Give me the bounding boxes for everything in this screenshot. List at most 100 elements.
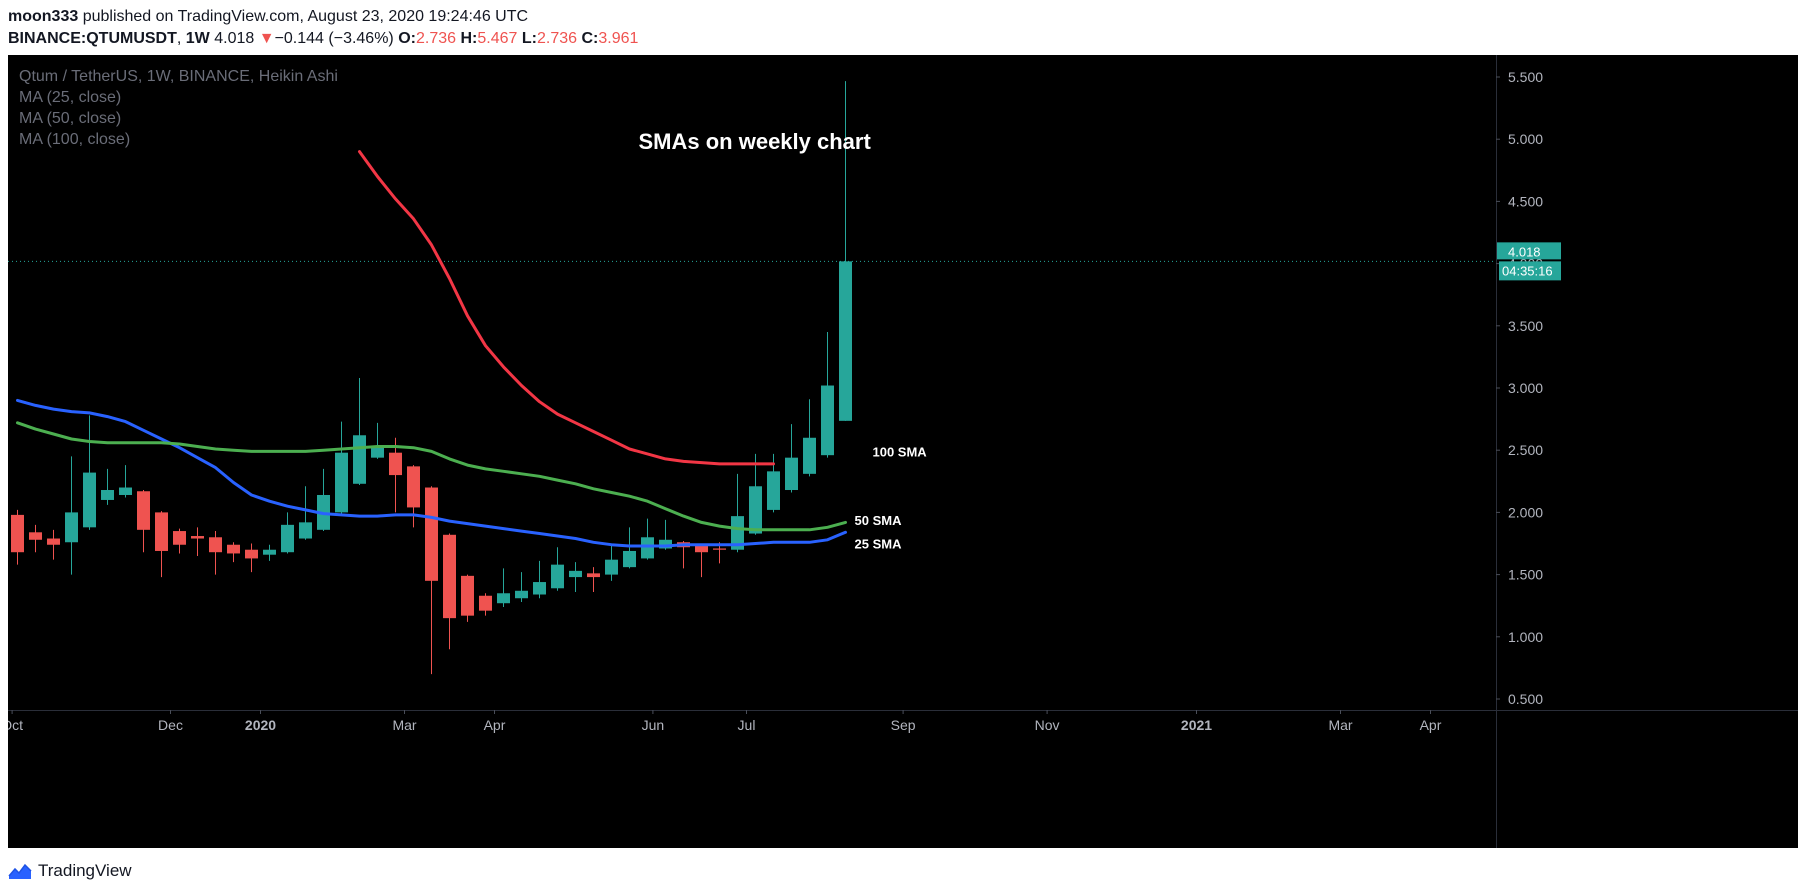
legend-ma-100[interactable]: MA (100, close) bbox=[19, 131, 130, 148]
candle[interactable] bbox=[605, 545, 618, 581]
candle[interactable] bbox=[803, 399, 816, 477]
candle[interactable] bbox=[479, 593, 492, 616]
candle-body bbox=[353, 435, 366, 484]
candle[interactable] bbox=[461, 574, 474, 622]
low-label: L: bbox=[521, 30, 537, 47]
candle[interactable] bbox=[137, 490, 150, 553]
y-tick-label: 3.500 bbox=[1508, 318, 1543, 334]
legend-ma-50[interactable]: MA (50, close) bbox=[19, 110, 121, 127]
candle[interactable] bbox=[497, 568, 510, 607]
chart-container[interactable]: SMAs on weekly chart 100 SMA 50 SMA 25 SMA … bbox=[8, 55, 1798, 848]
candle[interactable] bbox=[533, 560, 546, 599]
price-change: −0.144 (−3.46%) bbox=[274, 30, 394, 47]
footer-brand[interactable]: TradingView bbox=[8, 858, 132, 884]
candle[interactable] bbox=[749, 453, 762, 535]
candle[interactable] bbox=[263, 544, 276, 561]
x-tick-label: Dec bbox=[158, 717, 183, 733]
candle-body bbox=[839, 261, 852, 421]
candle[interactable] bbox=[641, 518, 654, 560]
y-tick-label: 5.500 bbox=[1508, 69, 1543, 85]
candle[interactable] bbox=[11, 509, 24, 565]
candle-body bbox=[749, 486, 762, 534]
candle-body bbox=[623, 550, 636, 568]
close-label: C: bbox=[581, 30, 599, 47]
symbol: BINANCE:QTUMUSDT bbox=[8, 30, 177, 47]
chart-annotation[interactable]: 100 SMA bbox=[873, 444, 928, 459]
brand-name: TradingView bbox=[38, 861, 132, 880]
x-tick-label: Apr bbox=[484, 717, 506, 733]
candle-body bbox=[515, 590, 528, 599]
candle-body bbox=[533, 582, 546, 595]
candle[interactable] bbox=[29, 524, 42, 553]
candle[interactable] bbox=[569, 562, 582, 593]
candle[interactable] bbox=[515, 572, 528, 602]
ma-line-100-sma[interactable] bbox=[358, 150, 775, 466]
high-value: 5.467 bbox=[477, 30, 518, 47]
candle[interactable] bbox=[335, 421, 348, 514]
candle[interactable] bbox=[155, 511, 168, 578]
chart-annotation[interactable]: 25 SMA bbox=[855, 536, 903, 551]
x-tick-label: 2021 bbox=[1181, 717, 1212, 733]
x-tick-label: 2020 bbox=[245, 717, 276, 733]
x-tick-label: Mar bbox=[1328, 717, 1352, 733]
chart-header: moon333 published on TradingView.com, Au… bbox=[8, 7, 1798, 51]
candle-body bbox=[29, 532, 42, 540]
candle[interactable] bbox=[731, 473, 744, 553]
candle-body bbox=[803, 437, 816, 474]
candle[interactable] bbox=[119, 465, 132, 498]
candle[interactable] bbox=[299, 486, 312, 540]
author-name[interactable]: moon333 bbox=[8, 8, 79, 25]
candle-body bbox=[425, 487, 438, 581]
candle-body bbox=[11, 514, 24, 553]
candle-body bbox=[137, 491, 150, 530]
candle[interactable] bbox=[821, 332, 834, 458]
legend-ma-25[interactable]: MA (25, close) bbox=[19, 89, 121, 106]
y-tick-label: 2.500 bbox=[1508, 442, 1543, 458]
chart-annotation[interactable]: 50 SMA bbox=[855, 513, 903, 528]
candle[interactable] bbox=[695, 543, 708, 578]
countdown-label: 04:35:16 bbox=[1502, 263, 1553, 278]
candle[interactable] bbox=[371, 422, 384, 459]
candle[interactable] bbox=[101, 468, 114, 505]
candle[interactable] bbox=[83, 415, 96, 530]
candle[interactable] bbox=[245, 543, 258, 573]
ma-line-50-sma[interactable] bbox=[16, 421, 847, 532]
candle[interactable] bbox=[191, 527, 204, 556]
candle-body bbox=[371, 447, 384, 458]
candle[interactable] bbox=[209, 531, 222, 575]
interval: 1W bbox=[185, 30, 210, 47]
candle[interactable] bbox=[47, 529, 60, 560]
ma-line-25-sma[interactable] bbox=[16, 398, 847, 548]
candle-body bbox=[695, 544, 708, 553]
candle[interactable] bbox=[785, 424, 798, 493]
x-tick-label: Sep bbox=[891, 717, 916, 733]
chart-annotation[interactable]: SMAs on weekly chart bbox=[639, 129, 872, 154]
candle[interactable] bbox=[173, 528, 186, 554]
candle[interactable] bbox=[551, 547, 564, 591]
candle[interactable] bbox=[443, 533, 456, 650]
down-arrow-icon: ▼ bbox=[258, 30, 275, 47]
candle[interactable] bbox=[281, 512, 294, 554]
candle[interactable] bbox=[389, 437, 402, 513]
candle[interactable] bbox=[65, 456, 78, 575]
candle-body bbox=[119, 487, 132, 495]
candle-body bbox=[659, 539, 672, 549]
candle-body bbox=[713, 548, 726, 550]
y-tick-label: 1.000 bbox=[1508, 629, 1543, 645]
symbol-line: BINANCE:QTUMUSDT, 1W 4.018 ▼−0.144 (−3.4… bbox=[8, 30, 639, 47]
candle-body bbox=[551, 564, 564, 589]
candle-body bbox=[821, 385, 834, 456]
candle-body bbox=[155, 512, 168, 551]
candle-body bbox=[263, 549, 276, 555]
candle-body bbox=[101, 490, 114, 500]
last-price-tag-label: 4.018 bbox=[1508, 244, 1541, 259]
candle[interactable] bbox=[407, 465, 420, 528]
candle[interactable] bbox=[839, 81, 852, 421]
candle-body bbox=[767, 471, 780, 510]
candle[interactable] bbox=[587, 567, 600, 593]
x-tick-label: Apr bbox=[1420, 717, 1442, 733]
candle[interactable] bbox=[623, 527, 636, 569]
candle-body bbox=[389, 452, 402, 476]
candle[interactable] bbox=[227, 542, 240, 563]
